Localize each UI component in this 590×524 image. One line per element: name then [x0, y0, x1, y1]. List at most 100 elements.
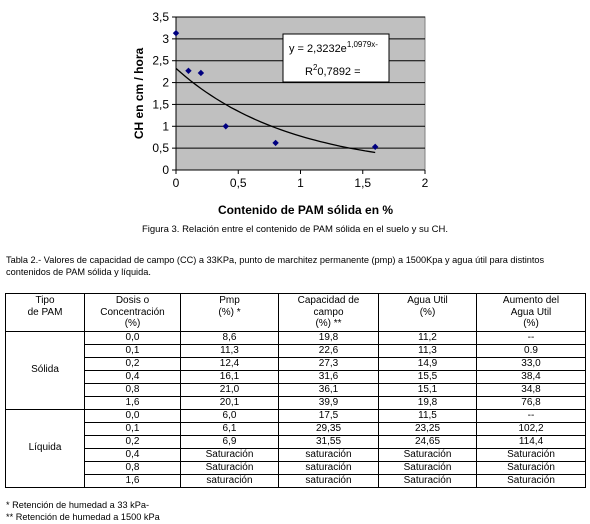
table-cell: 0,0	[84, 408, 181, 423]
table-cell: 1,6	[84, 395, 181, 410]
table-cell: Saturación	[180, 447, 279, 462]
table-cell: Saturación	[476, 473, 586, 488]
table-cell: --	[476, 330, 586, 345]
table-cell: 20,1	[180, 395, 279, 410]
table-cell: Saturación	[378, 447, 477, 462]
table-cell: 24,65	[378, 434, 477, 449]
table-cell: 29,35	[278, 421, 379, 436]
table-cell: 12,4	[180, 356, 279, 371]
y-tick-label: 2,5	[152, 54, 169, 68]
table-row: 0,1 11,3 22,6 11,3 0.9	[6, 343, 586, 358]
column-header: Tipo de PAM	[5, 293, 85, 332]
table-cell: 23,25	[378, 421, 477, 436]
footnote-cc: ** Retención de humedad a 1500 kPa	[6, 512, 160, 522]
table-cell: 39,9	[278, 395, 379, 410]
table-cell: Saturación	[180, 460, 279, 475]
data-point	[172, 29, 180, 37]
column-header: Capacidad de campo (%) **	[278, 293, 379, 332]
table-row: 1,6 saturación saturación Saturación Saturac…	[6, 473, 586, 488]
data-point	[272, 139, 279, 147]
table-row: Líquida 0,0 6,0 17,5 11,5 --	[5, 408, 586, 488]
table-cell: 11,2	[378, 330, 477, 345]
y-tick-label: 1,5	[152, 97, 169, 111]
table-cell: 0.9	[476, 343, 586, 358]
data-point	[185, 67, 192, 74]
table-cell: 0,1	[84, 421, 181, 436]
x-tick-label: 2	[422, 176, 429, 190]
table-row: Sólida 0,0 8,6 19,8 11,2 --	[5, 330, 586, 410]
table-cell: 6,9	[180, 434, 279, 449]
table-cell: 17,5	[278, 408, 379, 423]
table-header-row: Tipo de PAM Dosis o Concentración (%) Pmp (%) …	[5, 293, 586, 332]
table-cell: 0,2	[84, 434, 181, 449]
column-header-line: Aumento del	[502, 295, 560, 306]
footnote-pmp: * Retención de humedad a 33 kPa-	[6, 500, 150, 510]
table-cell: 11,3	[180, 343, 279, 358]
column-header-line: Pmp	[219, 295, 240, 306]
pam-type-cell: Sólida	[5, 330, 85, 410]
data-table: Tipo de PAM Dosis o Concentración (%) Pmp (%) …	[5, 293, 586, 488]
y-tick-label: 3,5	[152, 10, 169, 24]
r-squared-text: R20,7892 =	[305, 63, 361, 78]
table-cell: 6,1	[180, 421, 279, 436]
table-cell: 76,8	[476, 395, 586, 410]
y-tick-label: 2	[162, 76, 169, 90]
table-row: 0,8 21,0 36,1 15,1 34,8	[6, 382, 586, 397]
x-axis-label: Contenido de PAM sólida en %	[218, 203, 393, 217]
table-cell: 11,5	[378, 408, 477, 423]
table-cell: Saturación	[476, 460, 586, 475]
table-row: 0,4 16,1 31,6 15,5 38,4	[6, 369, 586, 384]
x-tick-label: 0,5	[230, 176, 247, 190]
table-cell: 6,0	[180, 408, 279, 423]
table-cell: 15,1	[378, 382, 477, 397]
table-cell: 19,8	[278, 330, 379, 345]
table-cell: 0,2	[84, 356, 181, 371]
table-cell: 102,2	[476, 421, 586, 436]
column-header: Pmp (%) *	[180, 293, 279, 332]
table-cell: saturación	[180, 473, 279, 488]
table-cell: 19,8	[378, 395, 477, 410]
table-cell: 0,1	[84, 343, 181, 358]
table-row: 0,2 12,4 27,3 14,9 33,0	[6, 356, 586, 371]
equation-text: y = 2,3232e1,0979x-	[289, 40, 378, 55]
table-cell: 34,8	[476, 382, 586, 397]
column-header-line: Tipo	[35, 295, 55, 306]
table-row: 0,2 6,9 31,55 24,65 114,4	[6, 434, 586, 449]
table-row: 0,4 Saturación saturación Saturación Saturac…	[6, 447, 586, 462]
y-tick-label: 3	[162, 32, 169, 46]
table-cell: 38,4	[476, 369, 586, 384]
column-header-line: Capacidad de	[297, 295, 360, 306]
column-header-line: (%)	[523, 318, 539, 329]
table-cell: 0,8	[84, 460, 181, 475]
table-cell: 114,4	[476, 434, 586, 449]
column-header: Aumento del Agua Util (%)	[476, 293, 586, 332]
x-tick-label: 1,5	[354, 176, 371, 190]
equation-box	[282, 33, 390, 83]
table-cell: 31,6	[278, 369, 379, 384]
scatter-chart: 0 0,5 1 1,5 2 2,5 3 3,5 0 0,5 1 1,5 2 y = 2,3232e1,09…	[132, 10, 429, 217]
y-axis-label: CH en cm / hora	[132, 48, 146, 140]
table-cell: 15,5	[378, 369, 477, 384]
table-cell: 33,0	[476, 356, 586, 371]
data-point	[372, 143, 379, 151]
table-cell: 21,0	[180, 382, 279, 397]
table-cell: saturación	[278, 447, 379, 462]
table-cell: Saturación	[476, 447, 586, 462]
table-cell: 14,9	[378, 356, 477, 371]
table-cell: 8,6	[180, 330, 279, 345]
table-row: 1,6 20,1 39,9 19,8 76,8	[6, 395, 586, 410]
table-cell: saturación	[278, 460, 379, 475]
column-header-line: campo	[313, 306, 344, 318]
table-cell: 0,8	[84, 382, 181, 397]
x-tick-label: 0	[173, 176, 180, 190]
table-cell: Saturación	[378, 460, 477, 475]
data-point	[222, 123, 229, 130]
table-cell: Saturación	[378, 473, 477, 488]
column-header-line: (%)	[419, 306, 436, 318]
table-row: 0,1 6,1 29,35 23,25 102,2	[6, 421, 586, 436]
pam-type-cell: Líquida	[5, 408, 85, 488]
column-header-line: Concentración	[100, 306, 165, 318]
table-cell: 22,6	[278, 343, 379, 358]
table-cell: 36,1	[278, 382, 379, 397]
table-cell: 0,0	[84, 330, 181, 345]
